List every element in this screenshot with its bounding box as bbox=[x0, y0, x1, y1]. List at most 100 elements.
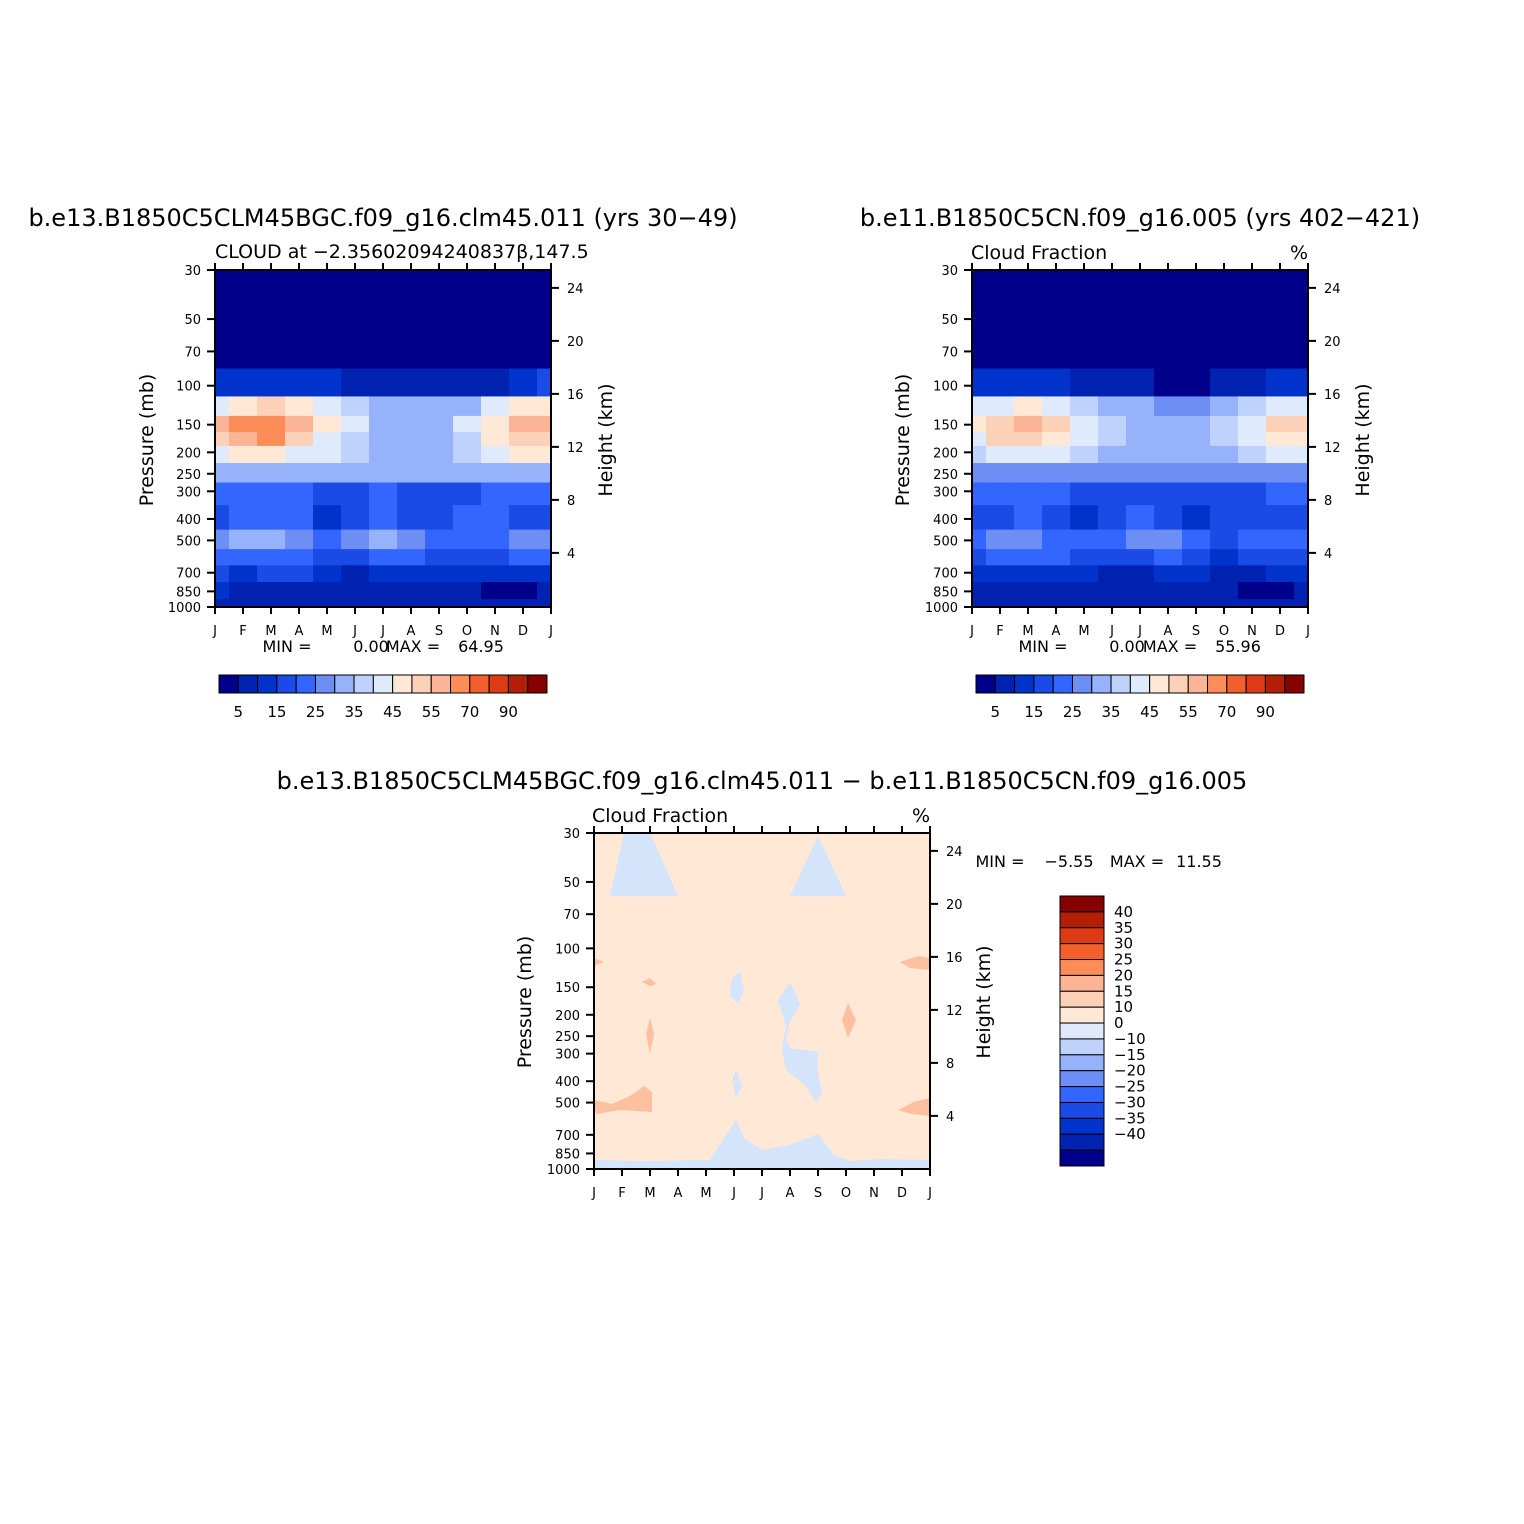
y-tick-label: 70 bbox=[184, 345, 201, 360]
colorbar-label: 90 bbox=[1256, 703, 1275, 721]
field-cell bbox=[986, 482, 1015, 506]
y-tick-label: 50 bbox=[184, 313, 201, 328]
field-cell bbox=[215, 432, 230, 447]
field-cell bbox=[1126, 549, 1155, 566]
field-cell bbox=[509, 529, 538, 550]
y-tick-label: 50 bbox=[563, 876, 580, 891]
field-cell bbox=[1210, 549, 1239, 566]
field-cell bbox=[1210, 463, 1239, 483]
field-cell bbox=[1070, 396, 1099, 417]
field-cell bbox=[1266, 582, 1295, 600]
field-cell bbox=[1126, 565, 1155, 583]
colorbar-swatch bbox=[1059, 1086, 1105, 1103]
diff-region-neg-aug-sep bbox=[778, 982, 822, 1102]
field-cell bbox=[1098, 565, 1127, 583]
field-cell bbox=[481, 549, 510, 566]
diff-region-pos-oct-200 bbox=[842, 1003, 856, 1038]
field-cell bbox=[285, 529, 314, 550]
field-cell bbox=[509, 445, 538, 464]
colorbar-swatch bbox=[1149, 674, 1170, 694]
field-cell bbox=[341, 565, 370, 583]
field-cell bbox=[369, 529, 398, 550]
y-tick-label: 30 bbox=[563, 827, 580, 842]
colorbar-swatch bbox=[1059, 1133, 1105, 1151]
field-cell bbox=[397, 505, 426, 531]
field-cell bbox=[1182, 582, 1211, 600]
field-cell bbox=[369, 582, 398, 600]
field-cell bbox=[453, 445, 482, 464]
x-tick-label: M bbox=[644, 1186, 655, 1201]
field-cell bbox=[1014, 565, 1043, 583]
field-cell bbox=[1014, 368, 1043, 397]
field-cell bbox=[537, 529, 552, 550]
field-cell bbox=[481, 294, 510, 336]
field-cell bbox=[972, 463, 987, 483]
y-tick-label: 70 bbox=[563, 908, 580, 923]
field-cell bbox=[425, 482, 454, 506]
field-cell bbox=[972, 599, 987, 608]
x-tick-label: O bbox=[841, 1186, 851, 1201]
diff-region-pos-mar-250 bbox=[646, 1018, 654, 1054]
colorbar-label: 15 bbox=[267, 703, 286, 721]
field-cell bbox=[509, 368, 538, 397]
field-cell bbox=[1154, 368, 1183, 397]
colorbar-label: 30 bbox=[1114, 935, 1133, 953]
y-tick-label: 700 bbox=[555, 1129, 580, 1144]
field-cell bbox=[1070, 294, 1099, 336]
x-tick-label: J bbox=[548, 624, 553, 639]
colorbar-swatch bbox=[1059, 1038, 1105, 1056]
field-cell bbox=[1098, 368, 1127, 397]
panel-bottom-difference: b.e13.B1850C5CLM45BGC.f09_g16.clm45.011 … bbox=[277, 767, 1248, 1201]
field-cell bbox=[1294, 599, 1309, 608]
field-cell bbox=[397, 549, 426, 566]
colorbar-label: 45 bbox=[383, 703, 402, 721]
field-cell bbox=[1154, 270, 1183, 295]
field-cell bbox=[425, 463, 454, 483]
field-cell bbox=[481, 335, 510, 369]
panel2-axes: J F M A M J J A S O N D J 30 50 70 100 150 200 250 300 400 500… bbox=[925, 263, 1341, 639]
x-tick-label: F bbox=[239, 624, 246, 639]
field-cell bbox=[1294, 445, 1309, 464]
x-tick-label: M bbox=[1022, 624, 1033, 639]
field-cell bbox=[257, 368, 286, 397]
field-cell bbox=[397, 396, 426, 417]
y-tick-label: 30 bbox=[184, 264, 201, 279]
y-tick-right-label: 8 bbox=[1324, 494, 1332, 509]
x-tick-label: J bbox=[969, 624, 974, 639]
field-cell bbox=[397, 445, 426, 464]
field-cell bbox=[1210, 599, 1239, 608]
field-cell bbox=[285, 415, 314, 433]
field-cell bbox=[397, 270, 426, 295]
field-cell bbox=[509, 270, 538, 295]
field-cell bbox=[481, 445, 510, 464]
x-tick-label: J bbox=[759, 1186, 764, 1201]
colorbar-swatch bbox=[1014, 674, 1035, 694]
field-cell bbox=[972, 396, 987, 417]
field-cell bbox=[481, 505, 510, 531]
field-cell bbox=[986, 505, 1015, 531]
field-cell bbox=[229, 294, 258, 336]
colorbar-label: −40 bbox=[1114, 1125, 1146, 1143]
field-cell bbox=[1014, 599, 1043, 608]
x-tick-label: M bbox=[1078, 624, 1089, 639]
colorbar-label: 15 bbox=[1024, 703, 1043, 721]
field-cell bbox=[453, 463, 482, 483]
colorbar-swatch bbox=[1168, 674, 1189, 694]
panel3-subtitle: Cloud Fraction bbox=[592, 805, 728, 827]
field-cell bbox=[229, 599, 258, 608]
field-cell bbox=[1042, 368, 1071, 397]
y-tick-label: 850 bbox=[933, 585, 958, 600]
field-cell bbox=[1210, 565, 1239, 583]
field-cell bbox=[537, 432, 552, 447]
field-cell bbox=[1294, 294, 1309, 336]
field-cell bbox=[341, 294, 370, 336]
panel3-title: b.e13.B1850C5CLM45BGC.f09_g16.clm45.011 … bbox=[277, 767, 1248, 795]
field-cell bbox=[1238, 549, 1267, 566]
field-cell bbox=[1294, 482, 1309, 506]
field-cell bbox=[1098, 415, 1127, 433]
colorbar-swatch bbox=[1059, 1006, 1105, 1024]
field-cell bbox=[1126, 463, 1155, 483]
field-cell bbox=[1294, 565, 1309, 583]
field-cell bbox=[313, 294, 342, 336]
diff-region-pos-dec-100 bbox=[900, 956, 930, 970]
